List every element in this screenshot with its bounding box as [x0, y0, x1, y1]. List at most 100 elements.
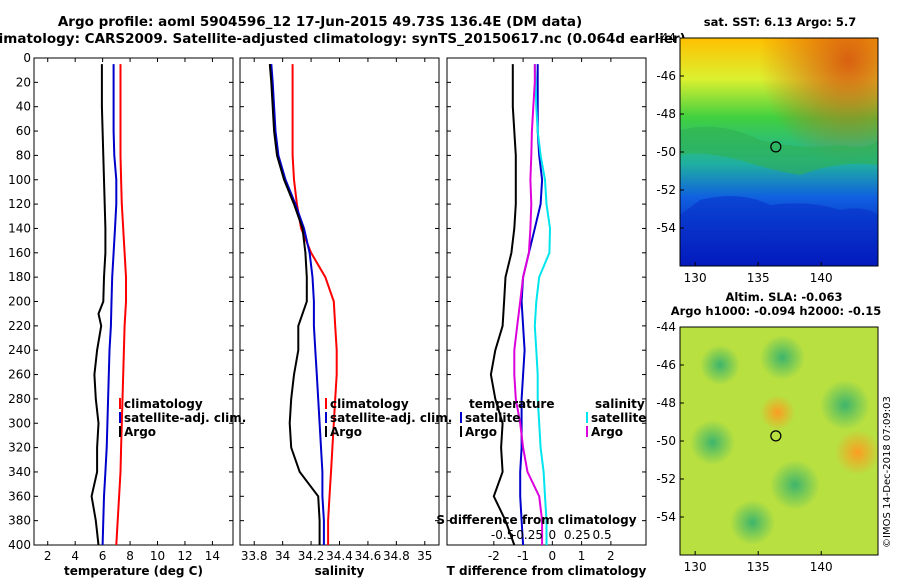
sla-argo-marker	[770, 430, 782, 442]
salinity-panel-frame	[239, 57, 440, 546]
x-tick-label: 1	[578, 549, 586, 563]
temperature-panel-frame	[33, 57, 234, 546]
y-tick-label: 320	[8, 441, 31, 455]
legend-label: satellite	[465, 411, 520, 425]
sla-map-title-line2: Argo h1000: -0.094 h2000: -0.15	[671, 304, 882, 318]
sla-map-title-line1: Altim. SLA: -0.063	[725, 290, 842, 304]
legend-label: temperature	[469, 397, 554, 411]
s-tick-label: -0.5	[491, 528, 514, 542]
legend-label: satellite	[591, 411, 646, 425]
x-tick-label: 34.6	[355, 549, 382, 563]
y-tick-label: 20	[16, 75, 31, 89]
y-tick-label: 340	[8, 465, 31, 479]
x-tick-label: -1	[517, 549, 529, 563]
legend-label: Argo	[330, 425, 362, 439]
y-tick-label: 400	[8, 538, 31, 552]
sst-map: sat. SST: 6.13 Argo: 5.7 130 135 140 -44 -46…	[656, 15, 879, 285]
map-y-tick-label: -48	[656, 107, 676, 121]
map-x-tick-label: 140	[810, 271, 833, 285]
map-y-tick-label: -50	[656, 145, 676, 159]
y-tick-label: 280	[8, 392, 31, 406]
x-axis-label: salinity	[315, 564, 365, 578]
x-tick-label: 35	[417, 549, 432, 563]
x-tick-label: 4	[71, 549, 79, 563]
map-y-tick-label: -52	[656, 472, 676, 486]
series-line-satellite-adj-clim-	[101, 64, 118, 546]
sla-low-blob	[690, 420, 735, 465]
y-tick-label: 160	[8, 246, 31, 260]
sst-map-ticks: 130 135 140 -44 -46 -48 -50 -52 -54	[656, 31, 832, 285]
x-tick-label: 8	[126, 549, 134, 563]
legend-label: Argo	[124, 425, 156, 439]
sst-cold-region	[680, 196, 878, 266]
y-tick-label: 0	[23, 51, 31, 65]
series-line-s-argo	[513, 64, 544, 545]
x-axis-label: temperature (deg C)	[64, 564, 203, 578]
y-tick-label: 300	[8, 416, 31, 430]
series-line-t-argo	[489, 64, 517, 546]
x-tick-label: 33.8	[241, 549, 268, 563]
s-tick-label: 0	[549, 528, 557, 542]
difference-panel: -2 -1 0 1 2T difference from climatology temp…	[436, 57, 647, 578]
map-y-tick-label: -50	[656, 434, 676, 448]
sla-map-ticks: 130 135 140 -44 -46 -48 -50 -52 -54	[656, 320, 832, 574]
y-tick-label: 120	[8, 197, 31, 211]
s-tick-label: -0.25	[512, 528, 543, 542]
y-tick-label: 260	[8, 368, 31, 382]
x-tick-label: 34.2	[298, 549, 325, 563]
sla-high-blob	[760, 395, 795, 430]
y-tick-label: 240	[8, 343, 31, 357]
sla-high-blob	[835, 430, 880, 475]
map-y-tick-label: -54	[656, 510, 676, 524]
series-line-argo	[90, 64, 107, 546]
x-tick-label: 34	[275, 549, 290, 563]
legend-label: climatology	[124, 397, 203, 411]
x-axis-label: T difference from climatology	[447, 564, 647, 578]
y-tick-label: 200	[8, 295, 31, 309]
x-tick-label: 10	[150, 549, 165, 563]
legend-label: satellite-adj. clim.	[124, 411, 246, 425]
x-tick-label: -2	[488, 549, 500, 563]
difference-panel-frame	[446, 57, 647, 546]
sla-low-blob	[700, 345, 740, 385]
s-tick-label: 0.25	[564, 528, 591, 542]
sla-low-blob	[730, 500, 775, 545]
sla-map: Altim. SLA: -0.063 Argo h1000: -0.094 h2…	[656, 290, 881, 574]
y-tick-label: 60	[16, 124, 31, 138]
map-y-tick-label: -54	[656, 221, 676, 235]
series-line-argo	[268, 64, 321, 545]
x-tick-label: 34.8	[383, 549, 410, 563]
map-y-tick-label: -48	[656, 396, 676, 410]
y-tick-label: 180	[8, 270, 31, 284]
legend-label: Argo	[465, 425, 497, 439]
x-tick-label: 14	[205, 549, 220, 563]
sla-low-blob	[820, 380, 870, 430]
y-tick-label: 220	[8, 319, 31, 333]
sst-map-title: sat. SST: 6.13 Argo: 5.7	[704, 15, 856, 29]
x-tick-label: 2	[44, 549, 52, 563]
sla-low-blob	[770, 460, 820, 510]
legend-label: Argo	[591, 425, 623, 439]
figure-title-line1: Argo profile: aoml 5904596_12 17-Jun-201…	[58, 14, 582, 30]
map-x-tick-label: 135	[747, 560, 770, 574]
y-tick-label: 80	[16, 148, 31, 162]
series-line-s-satellite	[533, 64, 552, 545]
sla-low-blob	[760, 335, 805, 380]
imos-credit: ©IMOS 14-Dec-2018 07:09:03	[882, 396, 893, 548]
y-tick-label: 140	[8, 221, 31, 235]
x-tick-label: 6	[99, 549, 107, 563]
sst-argo-marker	[770, 141, 782, 153]
legend-label: climatology	[330, 397, 409, 411]
temperature-panel: 2 4 6 8 10 12 14020406080100120140160180200220…	[8, 51, 246, 578]
map-y-tick-label: -44	[656, 31, 676, 45]
map-x-tick-label: 130	[684, 560, 707, 574]
map-x-tick-label: 130	[684, 271, 707, 285]
y-tick-label: 380	[8, 514, 31, 528]
y-tick-label: 100	[8, 173, 31, 187]
map-y-tick-label: -46	[656, 69, 676, 83]
series-line-satellite-adj-clim-	[270, 64, 325, 545]
y-tick-label: 40	[16, 100, 31, 114]
legend-label: satellite-adj. clim.	[330, 411, 452, 425]
s-tick-label: 0.5	[593, 528, 612, 542]
